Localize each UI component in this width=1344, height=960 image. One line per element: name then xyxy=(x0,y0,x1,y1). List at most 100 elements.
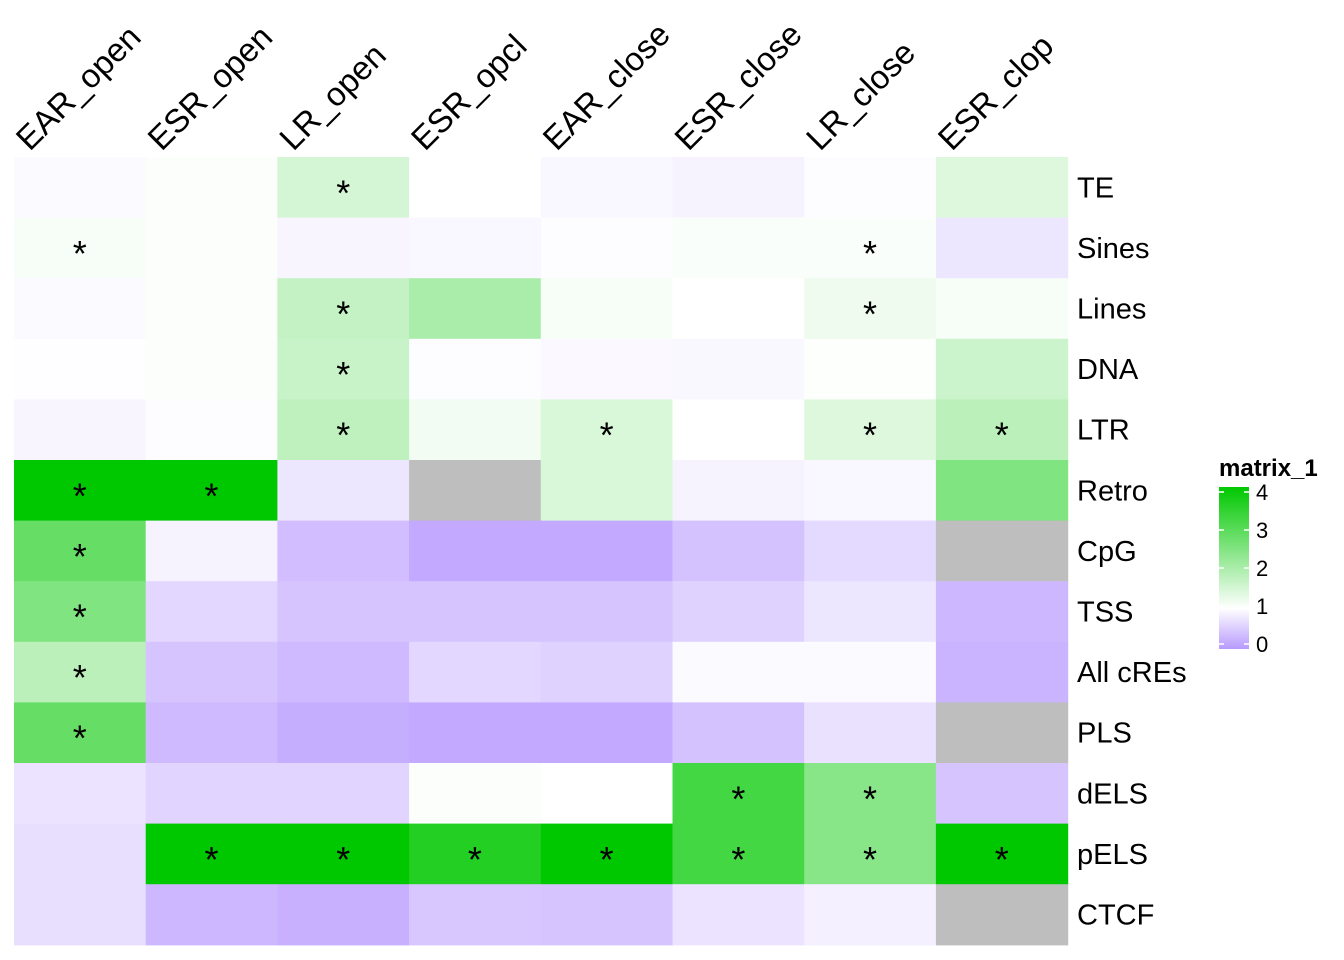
heatmap-cell-ltr-esr-open xyxy=(145,399,278,461)
heatmap-cell-dna-esr-opcl xyxy=(409,338,542,400)
heatmap-cell-all-cres-ear-open xyxy=(14,641,147,703)
heatmap-cell-retro-esr-close xyxy=(672,460,805,522)
heatmap-cell-tss-esr-close xyxy=(672,581,805,643)
heatmap-cell-ctcf-ear-close xyxy=(540,884,674,946)
heatmap-cell-all-cres-lr-close xyxy=(804,641,937,703)
significance-star: * xyxy=(336,172,350,213)
heatmap-cells xyxy=(14,157,1069,946)
heatmap-cell-pls-esr-close xyxy=(672,702,805,764)
heatmap-cell-ctcf-lr-close xyxy=(804,884,937,946)
heatmap-cell-retro-ear-close xyxy=(540,460,674,522)
heatmap-cell-ltr-esr-opcl xyxy=(409,399,542,461)
heatmap-cell-ctcf-ear-open xyxy=(14,884,147,946)
heatmap-cell-pels-esr-clop xyxy=(935,823,1069,885)
heatmap-cell-retro-esr-clop xyxy=(935,460,1069,522)
heatmap-cell-te-esr-opcl xyxy=(409,157,542,219)
column-label: ESR_open xyxy=(140,18,279,157)
significance-star: * xyxy=(336,415,350,456)
heatmap-cell-tss-esr-opcl xyxy=(409,581,542,643)
heatmap-cell-pels-ear-open xyxy=(14,823,147,885)
significance-star: * xyxy=(73,475,87,516)
heatmap-cell-tss-lr-open xyxy=(277,581,410,643)
heatmap-cell-dels-esr-open xyxy=(145,763,278,825)
row-label: CpG xyxy=(1077,536,1137,568)
significance-star: * xyxy=(73,718,87,759)
heatmap-cell-lines-lr-close xyxy=(804,278,937,340)
significance-star: * xyxy=(863,294,877,335)
heatmap-cell-ltr-lr-open xyxy=(277,399,410,461)
row-label: Lines xyxy=(1077,294,1146,326)
heatmap-cell-all-cres-esr-clop xyxy=(935,641,1069,703)
row-label: All cREs xyxy=(1077,657,1187,689)
heatmap-cell-dna-ear-open xyxy=(14,338,147,400)
heatmap-cell-lines-lr-open xyxy=(277,278,410,340)
significance-star: * xyxy=(336,354,350,395)
significance-star: * xyxy=(863,233,877,274)
heatmap-cell-all-cres-esr-opcl xyxy=(409,641,542,703)
heatmap-cell-ltr-esr-close xyxy=(672,399,805,461)
column-label: ESR_close xyxy=(667,15,809,157)
significance-star: * xyxy=(731,839,745,880)
heatmap-cell-cpg-esr-opcl xyxy=(409,520,542,582)
heatmap-cell-retro-lr-close xyxy=(804,460,937,522)
heatmap-cell-all-cres-esr-open xyxy=(145,641,278,703)
legend-tick-label: 0 xyxy=(1256,632,1268,657)
column-label: EAR_close xyxy=(535,15,677,157)
heatmap-cell-cpg-lr-open xyxy=(277,520,410,582)
heatmap-cell-pls-esr-opcl xyxy=(409,702,542,764)
significance-star: * xyxy=(468,839,482,880)
heatmap-cell-pels-esr-opcl xyxy=(409,823,542,885)
heatmap-cell-retro-lr-open xyxy=(277,460,410,522)
significance-star: * xyxy=(73,657,87,698)
row-label: TE xyxy=(1077,172,1114,204)
heatmap-cell-pels-esr-close xyxy=(672,823,805,885)
heatmap-cell-pels-ear-close xyxy=(540,823,674,885)
significance-star: * xyxy=(204,475,218,516)
heatmap-cell-pels-lr-close xyxy=(804,823,937,885)
heatmap-cell-te-lr-close xyxy=(804,157,937,219)
heatmap-cell-pls-ear-open xyxy=(14,702,147,764)
row-label: pELS xyxy=(1077,839,1148,871)
significance-star: * xyxy=(336,294,350,335)
row-label: Retro xyxy=(1077,475,1148,507)
heatmap-cell-sines-esr-open xyxy=(145,217,278,279)
heatmap-cell-dels-lr-close xyxy=(804,763,937,825)
row-label: LTR xyxy=(1077,415,1130,447)
column-label: LR_close xyxy=(799,34,922,157)
heatmap-cell-pls-esr-open xyxy=(145,702,278,764)
heatmap-cell-sines-lr-close xyxy=(804,217,937,279)
significance-star: * xyxy=(73,597,87,638)
heatmap-cell-dna-esr-clop xyxy=(935,338,1069,400)
heatmap-cell-dna-lr-close xyxy=(804,338,937,400)
heatmap-cell-dna-ear-close xyxy=(540,338,674,400)
heatmap-cell-sines-esr-opcl xyxy=(409,217,542,279)
heatmap-cell-ctcf-esr-clop xyxy=(935,884,1069,946)
significance-star: * xyxy=(863,839,877,880)
heatmap-cell-te-esr-open xyxy=(145,157,278,219)
heatmap-cell-te-ear-open xyxy=(14,157,147,219)
significance-star: * xyxy=(863,778,877,819)
heatmap-cell-retro-ear-open xyxy=(14,460,147,522)
heatmap-cell-dels-ear-open xyxy=(14,763,147,825)
column-label: EAR_open xyxy=(9,18,148,157)
significance-star: * xyxy=(204,839,218,880)
row-labels: TE Sines Lines DNA LTR Retro CpG TSS All cREs PLS… xyxy=(1077,172,1187,931)
color-legend: matrix_1 4 3 2 1 0 xyxy=(1219,455,1318,657)
row-label: Sines xyxy=(1077,233,1150,265)
heatmap-cell-pls-ear-close xyxy=(540,702,674,764)
legend-tick-label: 4 xyxy=(1256,480,1268,505)
heatmap-cell-lines-esr-clop xyxy=(935,278,1069,340)
row-label: dELS xyxy=(1077,778,1148,810)
heatmap-cell-ltr-lr-close xyxy=(804,399,937,461)
heatmap-cell-sines-esr-close xyxy=(672,217,805,279)
heatmap-cell-pls-esr-clop xyxy=(935,702,1069,764)
heatmap-cell-te-esr-close xyxy=(672,157,805,219)
heatmap-cell-sines-esr-clop xyxy=(935,217,1069,279)
heatmap-cell-dels-esr-close xyxy=(672,763,805,825)
heatmap-cell-ltr-ear-close xyxy=(540,399,674,461)
heatmap-cell-ltr-esr-clop xyxy=(935,399,1069,461)
heatmap-cell-all-cres-lr-open xyxy=(277,641,410,703)
column-label: ESR_opcl xyxy=(404,27,534,157)
heatmap-cell-ltr-ear-open xyxy=(14,399,147,461)
